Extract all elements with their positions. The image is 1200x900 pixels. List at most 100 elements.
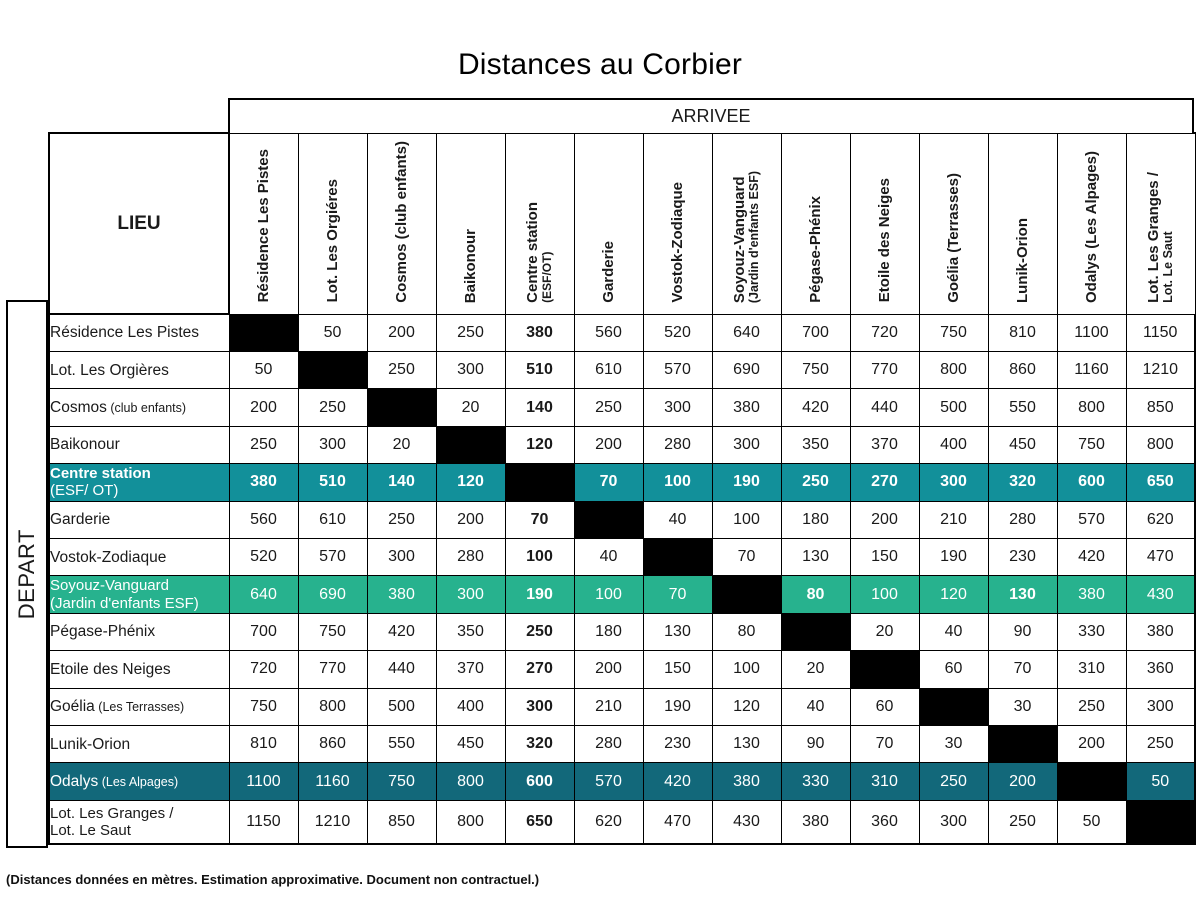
distance-cell: 280 — [987, 500, 1058, 540]
row-label-main: Odalys — [50, 772, 99, 790]
blocked-cell — [849, 650, 920, 689]
column-header-main: Goélia (Terrasses) — [944, 172, 962, 303]
column-header-13: Lot. Les Granges / Lot. Le Saut — [1125, 131, 1196, 315]
distance-cell: 800 — [1056, 388, 1127, 427]
distance-cell: 470 — [642, 799, 713, 846]
row-label-7: Soyouz-Vanguard (Jardin d'enfants ESF) — [48, 575, 230, 614]
distance-cell: 200 — [228, 388, 299, 427]
distance-cell: 310 — [1056, 650, 1127, 689]
column-header-12: Odalys (Les Alpages) — [1056, 131, 1127, 315]
column-header-5: Garderie — [573, 131, 644, 315]
table-row: Résidence Les Pistes 50 200 250 380 560 520 640… — [48, 313, 1196, 353]
distance-cell: 70 — [849, 724, 920, 764]
column-header-4: Centre station (ESF/OT) — [504, 131, 575, 315]
distance-cell: 230 — [987, 538, 1058, 577]
distance-cell: 150 — [849, 538, 920, 577]
distance-cell: 250 — [366, 500, 437, 540]
distance-cell: 300 — [1125, 687, 1196, 726]
distance-cell: 140 — [366, 463, 437, 502]
distance-cell: 400 — [435, 687, 506, 726]
distance-cell: 100 — [504, 538, 575, 577]
column-header-3: Baikonour — [435, 131, 506, 315]
row-label-sub: (Les Terrasses) — [94, 700, 185, 715]
row-label-sub: (club enfants) — [106, 400, 187, 415]
column-header-main: Garderie — [599, 240, 617, 303]
row-label-main: Vostok-Zodiaque — [50, 548, 167, 566]
row-label-main: Centre station — [50, 465, 151, 483]
distance-cell: 440 — [849, 388, 920, 427]
distance-cell: 200 — [849, 500, 920, 540]
distance-cell: 850 — [1125, 388, 1196, 427]
distance-cell: 860 — [987, 351, 1058, 390]
row-label-main: Résidence Les Pistes — [50, 324, 200, 342]
distance-cell: 280 — [573, 724, 644, 764]
distance-cell: 380 — [1125, 612, 1196, 652]
distance-cell: 300 — [435, 351, 506, 390]
distance-cell: 130 — [780, 538, 851, 577]
row-label-main: Lot. Les Orgières — [50, 361, 169, 379]
distance-cell: 380 — [780, 799, 851, 846]
distance-cell: 380 — [228, 463, 299, 502]
distance-cell: 1210 — [297, 799, 368, 846]
distance-cell: 1150 — [1125, 313, 1196, 353]
blocked-cell — [1056, 762, 1127, 801]
row-label-main: Garderie — [50, 511, 111, 529]
distance-cell: 70 — [711, 538, 782, 577]
distance-cell: 300 — [297, 425, 368, 465]
distance-cell: 40 — [780, 687, 851, 726]
distance-cell: 550 — [366, 724, 437, 764]
column-header-7: Soyouz-Vanguard (Jardin d'enfants ESF) — [711, 131, 782, 315]
distance-cell: 30 — [918, 724, 989, 764]
column-header-11: Lunik-Orion — [987, 131, 1058, 315]
distance-cell: 90 — [780, 724, 851, 764]
distance-cell: 330 — [780, 762, 851, 801]
distance-cell: 380 — [711, 762, 782, 801]
distance-cell: 450 — [987, 425, 1058, 465]
distance-cell: 180 — [780, 500, 851, 540]
distance-cell: 60 — [918, 650, 989, 689]
distance-cell: 350 — [780, 425, 851, 465]
distance-cell: 200 — [573, 425, 644, 465]
row-label-8: Pégase-Phénix — [48, 612, 230, 652]
distance-cell: 190 — [642, 687, 713, 726]
distance-cell: 520 — [642, 313, 713, 353]
page-title: Distances au Corbier — [457, 48, 743, 81]
blocked-cell — [918, 687, 989, 726]
distance-cell: 1100 — [1056, 313, 1127, 353]
distance-cell: 80 — [711, 612, 782, 652]
column-header-text: Pégase-Phénix — [807, 189, 824, 309]
distance-cell: 610 — [297, 500, 368, 540]
distance-cell: 60 — [849, 687, 920, 726]
distance-cell: 40 — [918, 612, 989, 652]
distance-cell: 810 — [987, 313, 1058, 353]
distance-cell: 750 — [366, 762, 437, 801]
row-label-main: Lot. Les Granges / — [50, 804, 174, 822]
distance-cell: 640 — [228, 575, 299, 614]
column-header-9: Etoile des Neiges — [849, 131, 920, 315]
row-label-main: Cosmos — [50, 398, 107, 416]
distance-cell: 180 — [573, 612, 644, 652]
row-label-5: Garderie — [48, 500, 230, 540]
row-label-main: Etoile des Neiges — [50, 660, 171, 678]
distance-cell: 380 — [366, 575, 437, 614]
blocked-cell — [573, 500, 644, 540]
distance-cell: 100 — [711, 650, 782, 689]
distance-cell: 70 — [573, 463, 644, 502]
distance-cell: 400 — [918, 425, 989, 465]
distance-cell: 350 — [435, 612, 506, 652]
column-header-text: Centre station (ESF/OT) — [524, 195, 554, 309]
footnote: (Distances données en mètres. Estimation… — [6, 872, 540, 887]
arrivee-label: ARRIVEE — [671, 106, 751, 126]
column-header-8: Pégase-Phénix — [780, 131, 851, 315]
distance-cell: 620 — [1125, 500, 1196, 540]
blocked-cell — [435, 425, 506, 465]
blocked-cell — [987, 724, 1058, 764]
distance-cell: 750 — [297, 612, 368, 652]
distance-cell: 300 — [504, 687, 575, 726]
row-label-main: Lunik-Orion — [50, 735, 131, 753]
column-header-text: Etoile des Neiges — [876, 171, 893, 308]
distance-cell: 20 — [780, 650, 851, 689]
distance-cell: 140 — [504, 388, 575, 427]
corner-label: LIEU — [117, 212, 161, 234]
corner-cell-lieu: LIEU — [48, 131, 230, 316]
